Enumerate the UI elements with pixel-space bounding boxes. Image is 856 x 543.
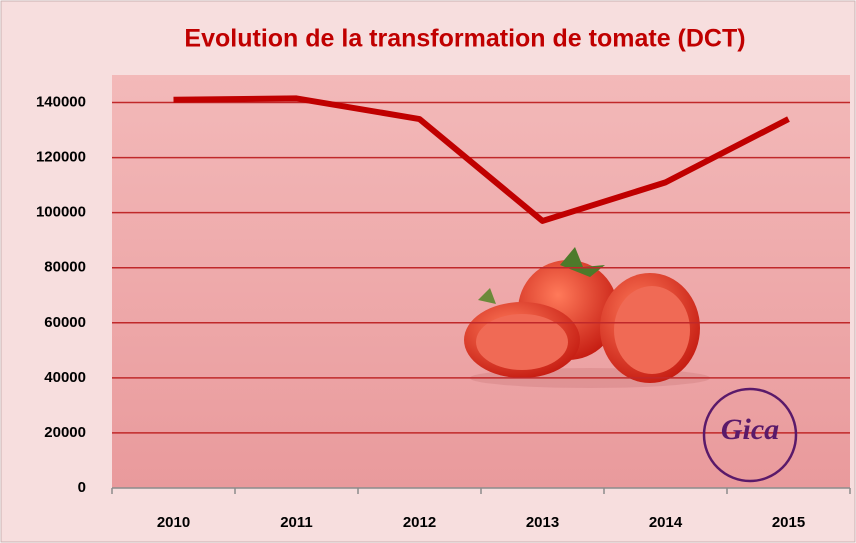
y-tick-label: 40000: [44, 369, 86, 386]
y-tick-label: 80000: [44, 259, 86, 276]
x-tick-label: 2012: [403, 514, 436, 531]
x-tick-label: 2011: [280, 514, 313, 531]
y-tick-label: 20000: [44, 424, 86, 441]
x-tick-label: 2013: [526, 514, 559, 531]
y-tick-label: 0: [78, 479, 86, 496]
tomato-illustration: [464, 247, 710, 388]
chart-title: Evolution de la transformation de tomate…: [184, 25, 745, 53]
x-tick-label: 2010: [157, 514, 190, 531]
logo: Gica: [702, 387, 798, 483]
x-tick-label: 2015: [772, 514, 805, 531]
x-tick-label: 2014: [649, 514, 683, 531]
y-tick-label: 140000: [36, 94, 86, 111]
logo-text: Gica: [721, 413, 779, 446]
data-line: [173, 95, 790, 224]
y-tick-label: 120000: [36, 149, 86, 166]
plot-area: [112, 75, 850, 488]
y-tick-label: 100000: [36, 204, 86, 221]
y-tick-label: 60000: [44, 314, 86, 331]
